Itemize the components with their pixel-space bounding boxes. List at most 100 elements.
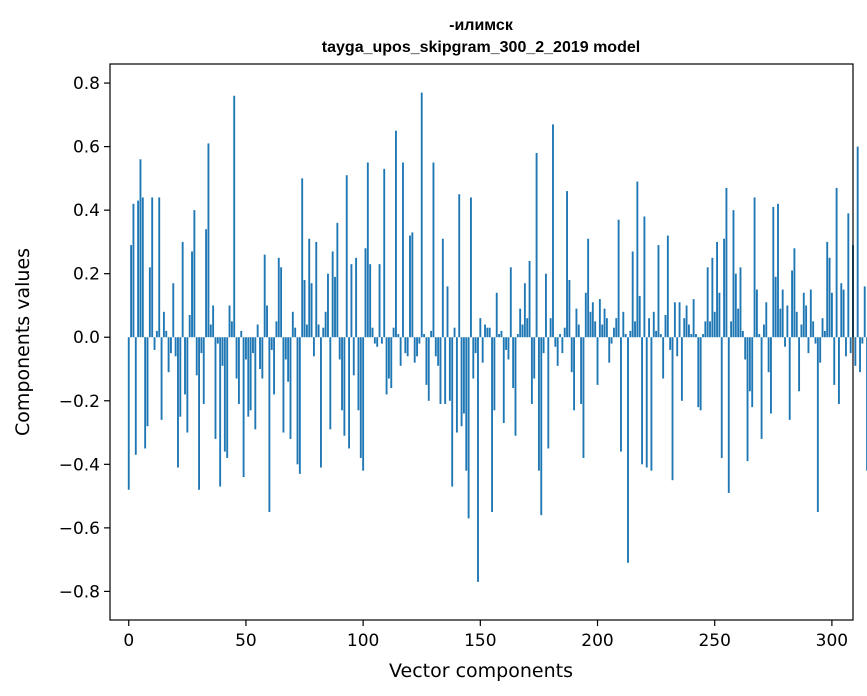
bar-292 [812, 321, 815, 338]
bar-231 [669, 337, 672, 350]
bar-216 [634, 321, 636, 338]
bar-236 [680, 337, 683, 401]
bar-184 [559, 334, 561, 338]
bar-211 [622, 311, 625, 338]
bar-303 [837, 337, 840, 404]
bar-252 [718, 292, 721, 338]
bar-276 [774, 276, 777, 338]
bar-202 [601, 324, 604, 338]
bar-224 [652, 311, 655, 338]
bar-53 [252, 337, 254, 354]
bar-58 [263, 254, 266, 338]
bar-114 [395, 130, 397, 338]
bar-120 [409, 235, 411, 338]
bar-104 [371, 327, 374, 338]
bar-28 [193, 210, 196, 338]
bar-105 [373, 337, 376, 344]
y-tick-label: −0.2 [59, 392, 100, 412]
bar-176 [540, 337, 543, 516]
bar-108 [380, 337, 383, 344]
bar-116 [399, 337, 402, 366]
x-tick-label: 300 [816, 631, 848, 651]
bar-83 [322, 327, 325, 338]
bar-264 [746, 337, 749, 462]
x-axis-label: Vector components [389, 660, 573, 682]
bar-181 [552, 124, 554, 338]
y-tick-label: −0.8 [59, 582, 100, 602]
bar-245 [702, 334, 704, 338]
bar-169 [523, 283, 526, 338]
bar-66 [282, 337, 285, 433]
bar-167 [519, 308, 522, 338]
bar-25 [186, 337, 189, 433]
bar-76 [305, 324, 308, 338]
bar-86 [329, 337, 332, 430]
bar-109 [383, 168, 386, 338]
bar-255 [725, 187, 728, 338]
bar-9 [148, 267, 151, 338]
bar-101 [364, 248, 367, 338]
bar-138 [451, 337, 454, 487]
bar-117 [402, 162, 404, 338]
bar-97 [355, 257, 358, 338]
bar-128 [427, 337, 430, 401]
y-tick-label: −0.4 [59, 455, 100, 475]
x-tick-label: 250 [698, 631, 730, 651]
bar-175 [537, 337, 540, 471]
bar-63 [275, 321, 278, 338]
bar-201 [598, 299, 601, 338]
bar-139 [453, 327, 456, 338]
bar-306 [845, 337, 847, 357]
bar-206 [610, 337, 613, 344]
bar-141 [458, 194, 461, 338]
bar-52 [249, 337, 252, 411]
bar-263 [744, 337, 747, 360]
bar-31 [200, 337, 203, 354]
bar-298 [826, 241, 829, 338]
bar-90 [338, 337, 341, 360]
bar-143 [462, 337, 465, 414]
bar-281 [786, 305, 789, 338]
bar-314 [863, 286, 866, 338]
bar-126 [423, 334, 426, 338]
bar-47 [237, 337, 240, 404]
bar-187 [566, 191, 568, 338]
bar-156 [493, 337, 496, 411]
bar-259 [734, 273, 737, 338]
y-axis-ticks: −0.8 −0.6 −0.4 −0.2 0.0 0.2 0.4 0.6 0.8 [59, 74, 110, 602]
bar-148 [474, 337, 477, 354]
x-tick-label: 100 [347, 631, 379, 651]
bar-190 [573, 337, 576, 411]
bar-112 [390, 337, 393, 389]
chart-title: -илимск tayga_upos_skipgram_300_2_2019 m… [322, 17, 640, 56]
bar-71 [294, 327, 297, 338]
bar-286 [798, 337, 801, 392]
bar-64 [277, 257, 280, 338]
bar-283 [791, 270, 793, 338]
x-tick-label: 50 [235, 631, 257, 651]
bar-173 [533, 337, 536, 379]
bar-311 [856, 146, 859, 338]
bar-149 [477, 337, 479, 582]
bar-94 [348, 337, 351, 449]
bar-197 [589, 311, 592, 338]
bar-300 [830, 292, 833, 338]
bar-198 [591, 302, 594, 338]
bar-34 [207, 143, 210, 338]
bar-133 [439, 337, 442, 404]
bar-295 [819, 337, 822, 363]
bar-293 [814, 337, 817, 344]
bar-70 [291, 311, 294, 338]
bar-121 [411, 232, 414, 338]
bar-61 [270, 337, 273, 350]
bar-232 [671, 337, 674, 481]
bar-304 [840, 283, 843, 338]
bar-82 [320, 337, 322, 468]
bar-225 [655, 330, 658, 338]
bar-240 [690, 334, 693, 338]
bar-111 [387, 337, 390, 379]
bar-100 [362, 337, 365, 471]
bar-135 [444, 337, 447, 404]
bar-13 [158, 197, 161, 338]
bar-297 [823, 330, 826, 338]
